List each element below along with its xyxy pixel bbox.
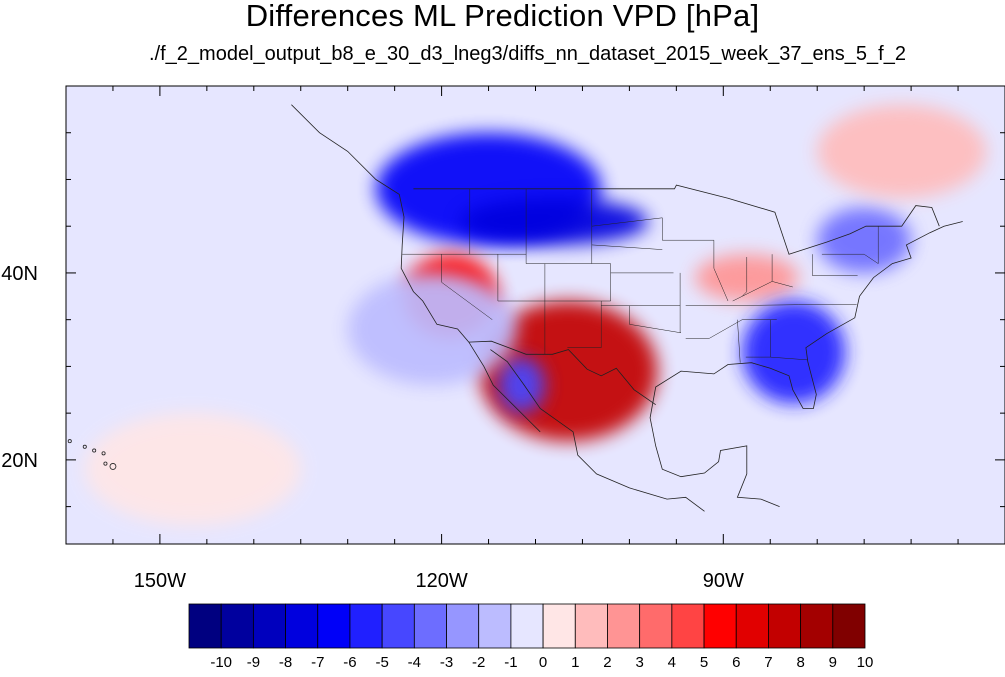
colorbar-swatch <box>220 603 254 649</box>
colorbar-swatch <box>478 603 512 649</box>
state-border <box>591 244 663 250</box>
colorbar-label: -2 <box>472 654 485 671</box>
state-border <box>441 254 493 320</box>
mexico-coastline <box>490 349 705 512</box>
plot-area <box>66 86 1005 544</box>
colorbar-swatch <box>285 603 319 649</box>
field-north-east-negative <box>817 207 912 273</box>
colorbar: -10 -9 -8 -7 -6 -5 -4 -3 -2 -1 0 1 2 3 4 5 6 7 8 9 10 <box>188 603 874 671</box>
state-border <box>812 254 858 276</box>
colorbar-label: -9 <box>247 654 260 671</box>
state-border <box>685 304 857 306</box>
lat-label: 20N <box>1 450 38 472</box>
colorbar-label: 7 <box>764 654 772 671</box>
colorbar-swatch <box>317 603 351 649</box>
colorbar-label: 4 <box>668 654 676 671</box>
state-border <box>591 263 611 301</box>
hawaii-island <box>101 451 106 456</box>
colorbar-label: 3 <box>635 654 643 671</box>
colorbar-label: 5 <box>700 654 708 671</box>
hawaii-island <box>109 463 117 470</box>
state-border <box>741 257 748 297</box>
lat-label: 40N <box>1 263 38 285</box>
hawaii-island <box>82 444 87 449</box>
colorbar-label: -4 <box>408 654 421 671</box>
colorbar-label: 2 <box>603 654 611 671</box>
colorbar-swatch <box>735 603 769 649</box>
state-border <box>821 226 879 265</box>
colorbar-label: -3 <box>440 654 453 671</box>
field-layer <box>84 104 987 526</box>
colorbar-swatch <box>188 603 222 649</box>
axis-ticks <box>65 85 1005 544</box>
field-northern-plains-negative <box>460 198 649 245</box>
west-coastline <box>291 104 541 433</box>
colorbar-label: -7 <box>311 654 324 671</box>
colorbar-swatch <box>252 603 286 649</box>
colorbar-label: -1 <box>504 654 517 671</box>
state-border <box>737 319 741 363</box>
colorbar-swatch <box>446 603 480 649</box>
colorbar-swatch <box>574 603 608 649</box>
field-south-east-negative <box>742 300 846 404</box>
axis-labels: 40N 20N 150W 120W 90W <box>1 263 744 592</box>
colorbar-swatch <box>639 603 673 649</box>
colorbar-swatch <box>800 603 834 649</box>
colorbar-swatch <box>349 603 383 649</box>
colorbar-swatch <box>381 603 415 649</box>
state-border <box>732 281 773 302</box>
field-baja-negative <box>497 357 545 414</box>
colorbar-swatch <box>832 603 866 649</box>
colorbar-label: -10 <box>210 654 232 671</box>
hawaii-island <box>67 439 72 444</box>
state-border <box>629 305 682 334</box>
state-border <box>770 356 808 361</box>
colorbar-label: -8 <box>279 654 292 671</box>
colorbar-label: 0 <box>539 654 547 671</box>
colorbar-swatch <box>510 603 544 649</box>
field-north-pacific-positive <box>84 413 301 526</box>
us-canada-border <box>413 184 940 255</box>
us-mexico-border <box>468 340 656 406</box>
colorbar-label: 9 <box>829 654 837 671</box>
lon-label: 150W <box>134 570 186 592</box>
colorbar-label: -6 <box>343 654 356 671</box>
boundary-layer <box>67 104 963 512</box>
colorbar-swatch <box>703 603 737 649</box>
colorbar-label: 10 <box>857 654 874 671</box>
map-subtitle: ./f_2_model_output_b8_e_30_d3_lneg3/diff… <box>149 43 906 65</box>
east-coastline <box>649 221 963 446</box>
lon-label: 120W <box>415 570 467 592</box>
colorbar-swatch <box>413 603 447 649</box>
state-border <box>662 217 729 302</box>
colorbar-swatch <box>768 603 802 649</box>
yucatan-coastline <box>655 445 780 507</box>
colorbar-swatch <box>542 603 576 649</box>
colorbar-label: 1 <box>571 654 579 671</box>
colorbar-swatch <box>607 603 641 649</box>
field-east-pacific-negative <box>347 272 517 386</box>
state-border <box>591 217 663 227</box>
hawaii-island <box>103 461 108 466</box>
state-border <box>567 301 602 348</box>
hawaii-island <box>92 448 97 453</box>
lon-label: 90W <box>703 570 744 592</box>
state-border <box>709 319 777 339</box>
field-north-atlantic-positive <box>817 104 987 199</box>
map-title: Differences ML Prediction VPD [hPa] <box>245 0 760 33</box>
colorbar-label: 8 <box>796 654 804 671</box>
colorbar-label: 6 <box>732 654 740 671</box>
colorbar-label: -5 <box>375 654 388 671</box>
colorbar-swatch <box>671 603 705 649</box>
